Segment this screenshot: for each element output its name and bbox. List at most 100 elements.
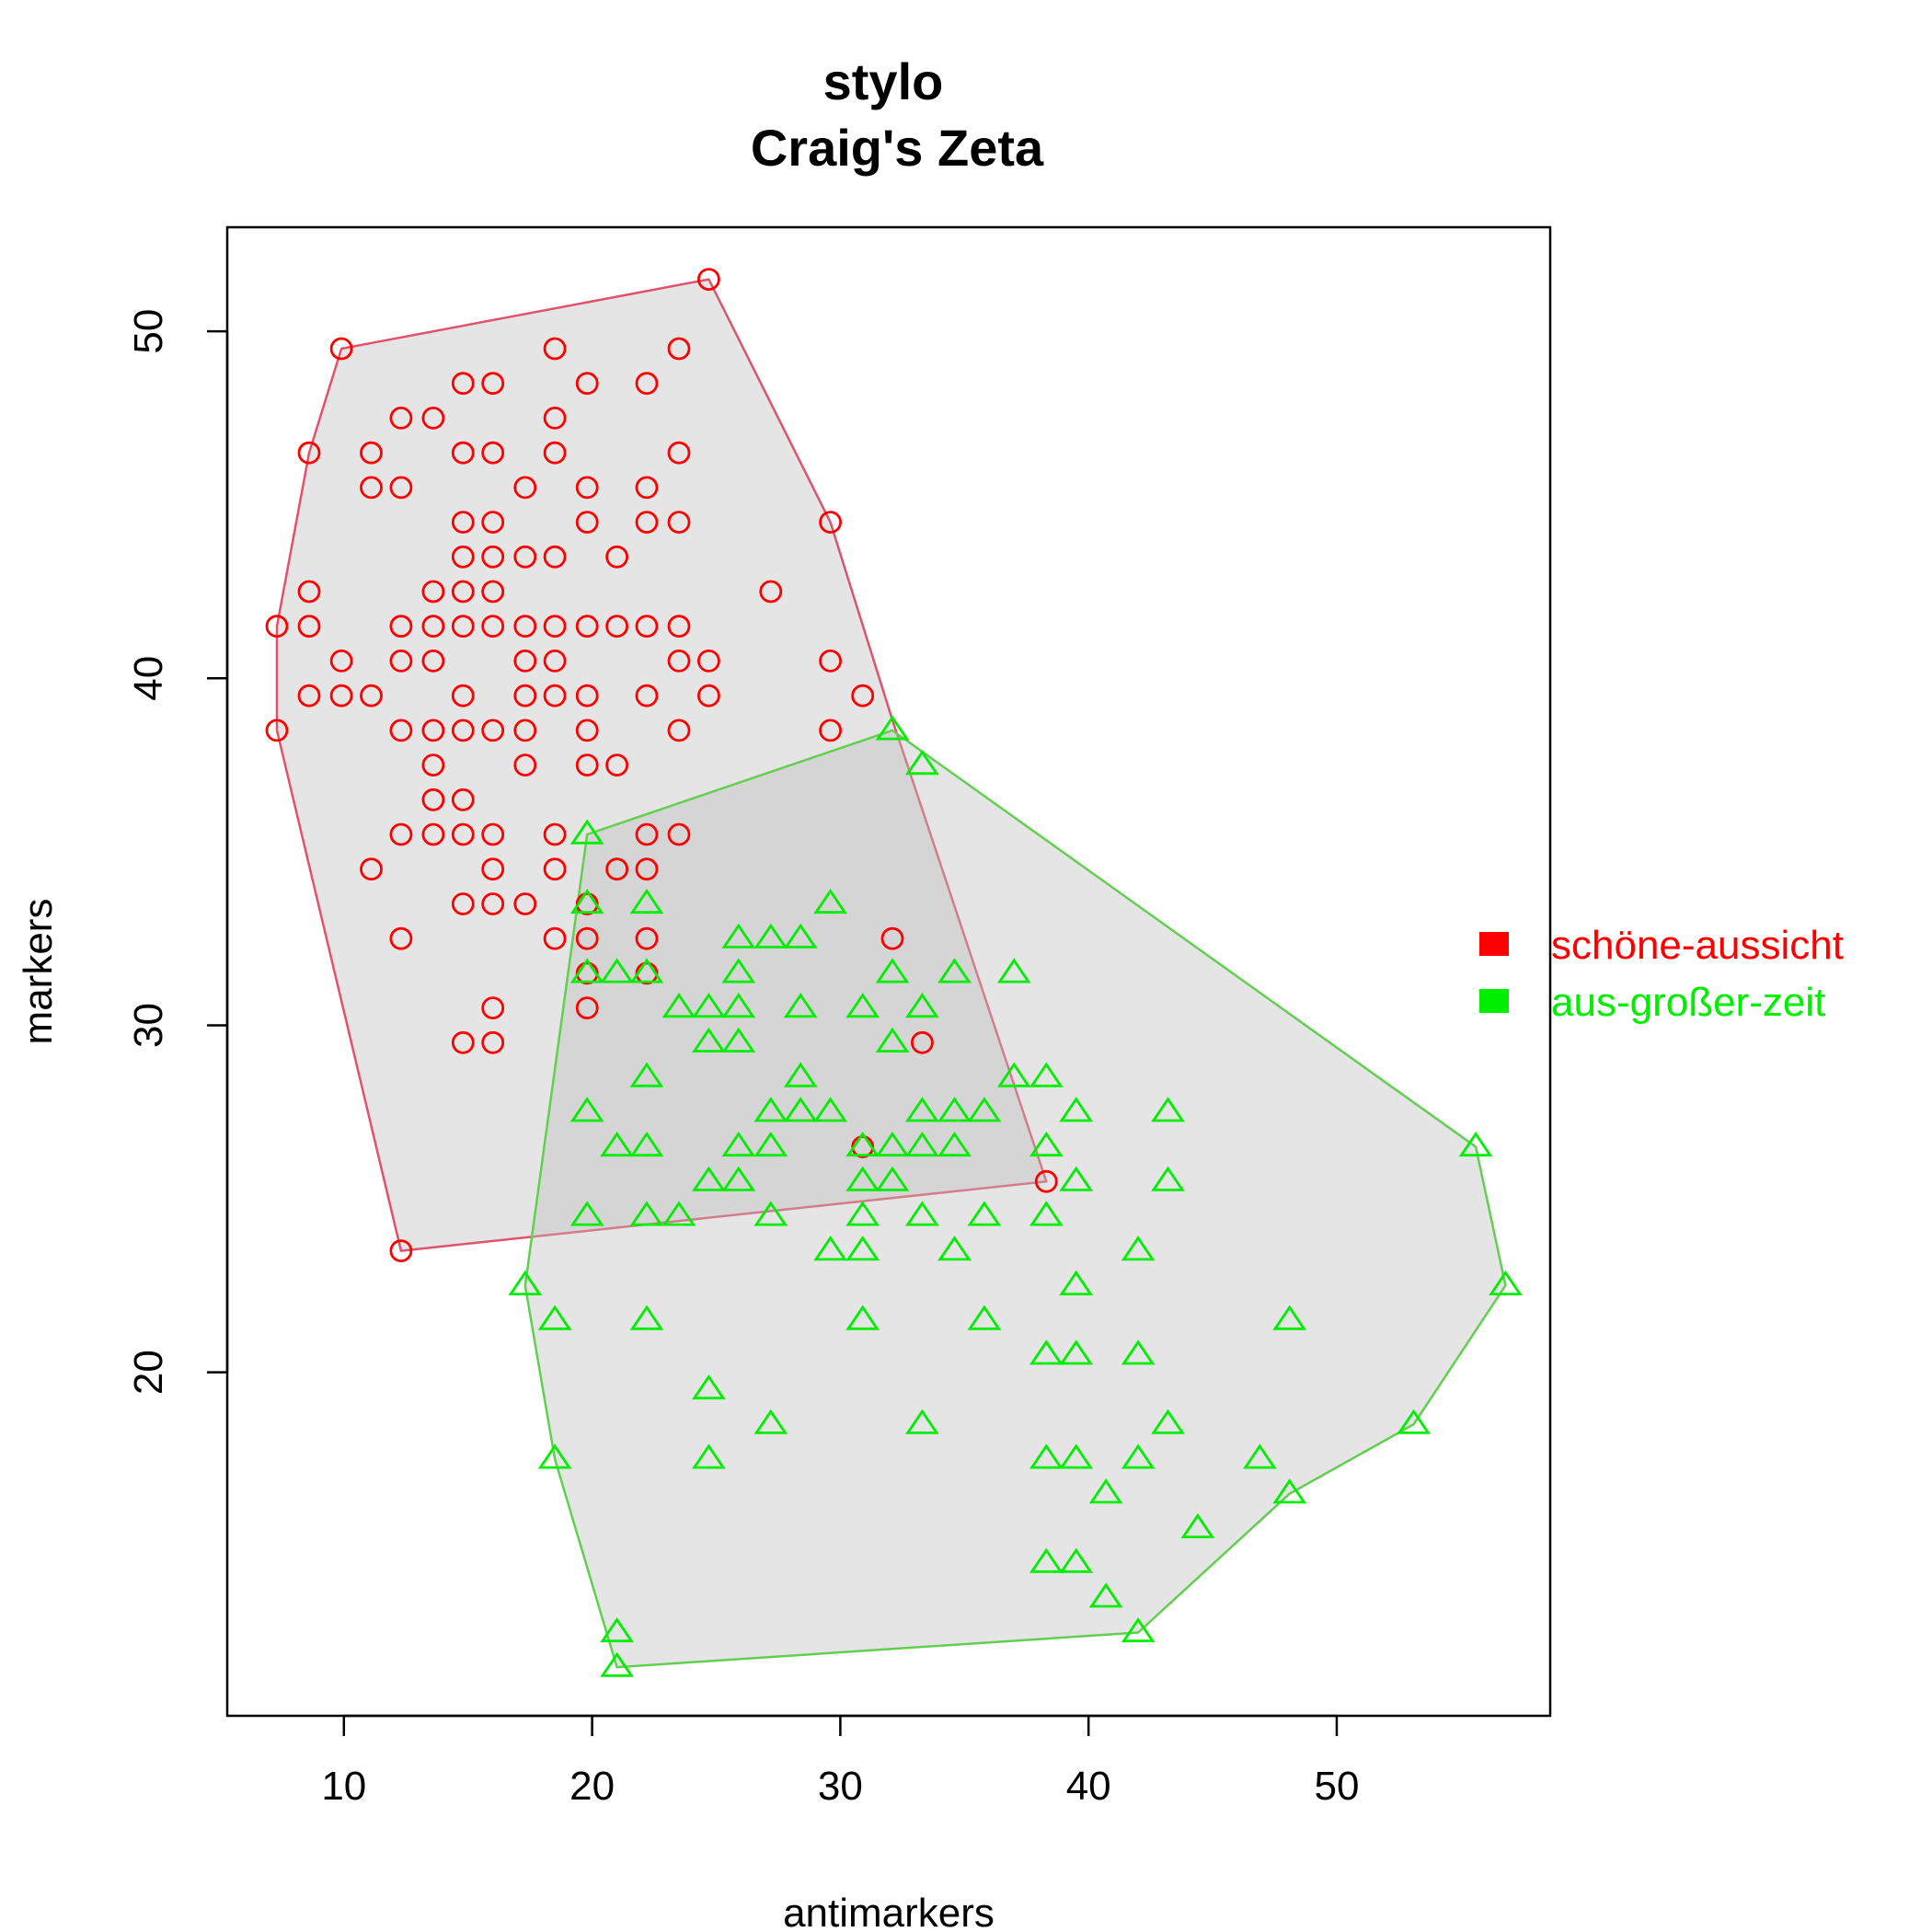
data-point-0 [543, 337, 567, 361]
data-point-0 [697, 268, 720, 292]
data-point-1 [845, 1305, 880, 1330]
y-tick-label: 20 [126, 1350, 171, 1395]
data-point-0 [481, 372, 505, 396]
data-point-1 [1059, 1547, 1094, 1573]
legend-label-aus-grosser-zeit: aus-großer-zeit [1551, 980, 1825, 1025]
data-point-1 [569, 889, 604, 914]
data-point-0 [265, 615, 289, 638]
data-point-0 [451, 372, 475, 396]
data-point-0 [451, 615, 475, 638]
data-point-0 [389, 476, 413, 500]
data-point-1 [629, 1305, 664, 1330]
data-point-1 [1458, 1131, 1493, 1157]
data-point-1 [1121, 1236, 1156, 1261]
data-point-1 [629, 1131, 664, 1157]
data-point-0 [911, 1030, 934, 1054]
data-point-1 [721, 993, 756, 1018]
data-point-0 [451, 441, 475, 465]
data-point-1 [875, 1166, 910, 1191]
data-point-1 [937, 1097, 972, 1122]
data-point-0 [575, 719, 599, 742]
data-point-0 [451, 822, 475, 846]
data-point-0 [481, 615, 505, 638]
data-point-1 [845, 1236, 880, 1261]
data-point-0 [451, 580, 475, 604]
data-point-0 [667, 337, 691, 361]
data-point-1 [996, 958, 1031, 983]
data-point-1 [1243, 1443, 1277, 1469]
data-point-0 [543, 441, 567, 465]
data-point-0 [389, 926, 413, 950]
data-point-1 [845, 1201, 880, 1226]
data-point-0 [575, 476, 599, 500]
x-tick-label: 30 [818, 1764, 863, 1809]
data-point-0 [1034, 1169, 1058, 1193]
data-point-1 [1180, 1512, 1215, 1538]
data-point-1 [569, 958, 604, 983]
data-point-1 [600, 958, 634, 983]
data-point-1 [1029, 1201, 1064, 1226]
data-point-0 [667, 719, 691, 742]
x-tick-label: 20 [569, 1764, 615, 1809]
data-point-0 [851, 684, 875, 707]
data-point-1 [813, 889, 847, 914]
data-point-1 [875, 1027, 910, 1052]
data-point-0 [513, 753, 537, 776]
data-point-0 [329, 337, 353, 361]
x-tick-label: 10 [321, 1764, 366, 1809]
data-point-0 [481, 441, 505, 465]
data-point-0 [697, 684, 720, 707]
data-point-0 [635, 372, 659, 396]
data-point-1 [1088, 1478, 1123, 1504]
data-point-0 [513, 476, 537, 500]
data-point-0 [543, 545, 567, 569]
data-point-0 [575, 615, 599, 638]
data-point-1 [967, 1201, 1002, 1226]
legend-swatch-schone-aussicht [1479, 932, 1509, 956]
data-point-1 [537, 1305, 572, 1330]
data-point-0 [451, 1030, 475, 1054]
data-point-0 [605, 545, 628, 569]
data-point-0 [667, 615, 691, 638]
data-point-0 [513, 615, 537, 638]
data-point-0 [605, 615, 628, 638]
data-point-1 [721, 1027, 756, 1052]
data-point-1 [1088, 1582, 1123, 1608]
data-point-0 [451, 511, 475, 534]
data-point-1 [1489, 1270, 1523, 1295]
axis-layer: 10 20 30 40 50 20 30 40 50 [126, 309, 1359, 1809]
data-point-1 [783, 1062, 818, 1087]
data-point-0 [543, 684, 567, 707]
data-point-1 [783, 1097, 818, 1122]
data-point-0 [451, 892, 475, 915]
data-point-1 [905, 993, 939, 1018]
data-point-1 [845, 1132, 880, 1157]
data-point-1 [905, 750, 939, 776]
data-point-0 [543, 650, 567, 673]
data-point-0 [297, 441, 321, 465]
data-point-1 [783, 993, 818, 1018]
data-point-0 [481, 580, 505, 604]
data-point-1 [1029, 1547, 1064, 1573]
data-point-1 [937, 958, 972, 983]
data-point-0 [667, 511, 691, 534]
data-point-1 [1151, 1097, 1185, 1122]
data-point-1 [692, 1166, 726, 1191]
data-point-1 [967, 1097, 1002, 1122]
data-point-1 [629, 958, 664, 983]
data-point-0 [421, 719, 445, 742]
x-tick-label: 40 [1066, 1764, 1111, 1809]
data-point-1 [629, 1062, 664, 1087]
data-point-1 [753, 1131, 788, 1157]
data-point-1 [692, 1027, 726, 1052]
data-point-0 [697, 650, 720, 673]
data-point-1 [1059, 1340, 1094, 1365]
point-layer [265, 268, 1523, 1677]
data-point-0 [360, 684, 383, 707]
data-point-0 [389, 822, 413, 846]
x-tick-label: 50 [1315, 1764, 1360, 1809]
data-point-1 [661, 993, 696, 1018]
data-point-0 [421, 650, 445, 673]
y-tick-label: 30 [126, 1003, 171, 1048]
data-point-1 [661, 1201, 696, 1226]
